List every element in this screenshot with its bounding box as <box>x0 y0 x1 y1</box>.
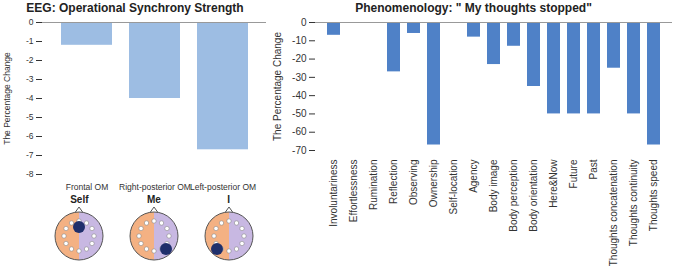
svg-text:Agency: Agency <box>468 160 479 193</box>
svg-text:-60: -60 <box>292 126 307 137</box>
html-text:Phenomenology: " My thoughts s: Phenomenology: " My thoughts stopped" <box>355 1 592 15</box>
svg-text:Body perception: Body perception <box>508 160 519 232</box>
svg-text:Right-posterior OM: Right-posterior OM <box>119 182 191 192</box>
svg-text:-4: -4 <box>26 93 34 103</box>
svg-text:Reflection: Reflection <box>388 160 399 204</box>
svg-text:0: 0 <box>29 17 34 27</box>
svg-text:-70: -70 <box>292 145 307 156</box>
svg-text:-8: -8 <box>26 169 34 179</box>
svg-text:0: 0 <box>301 17 307 28</box>
svg-text:Thoughts concatenation: Thoughts concatenation <box>608 160 619 267</box>
html-text:Me: Me <box>147 194 161 205</box>
svg-text:-50: -50 <box>292 108 307 119</box>
html-text:EEG: Operational Synchrony Str: EEG: Operational Synchrony Strength <box>26 1 244 15</box>
svg-text:-30: -30 <box>292 72 307 83</box>
svg-text:The Percentage Change: The Percentage Change <box>272 32 283 141</box>
svg-text:Ownership: Ownership <box>428 159 439 207</box>
svg-text:Involuntariness: Involuntariness <box>328 160 339 227</box>
svg-text:Observing: Observing <box>408 160 419 206</box>
svg-text:Thoughts continuity: Thoughts continuity <box>628 160 639 247</box>
svg-text:Effortlessness: Effortlessness <box>348 160 359 223</box>
svg-text:-3: -3 <box>26 74 34 84</box>
svg-text:-2: -2 <box>26 55 34 65</box>
svg-text:-7: -7 <box>26 150 34 160</box>
svg-text:Past: Past <box>588 159 599 179</box>
svg-text:-40: -40 <box>292 90 307 101</box>
svg-text:-5: -5 <box>26 112 34 122</box>
html-text:I: I <box>227 194 230 205</box>
svg-text:Thoughts speed: Thoughts speed <box>648 160 659 232</box>
html-text:Self: Self <box>70 194 89 205</box>
svg-text:Rumination: Rumination <box>368 160 379 211</box>
svg-text:-6: -6 <box>26 131 34 141</box>
svg-text:Body image: Body image <box>488 159 499 212</box>
svg-text:Self-location: Self-location <box>448 160 459 215</box>
svg-text:Body orientation: Body orientation <box>528 160 539 232</box>
svg-text:The Percentage Change: The Percentage Change <box>2 52 12 145</box>
svg-text:Left-posterior OM: Left-posterior OM <box>190 182 256 192</box>
svg-text:Frontal OM: Frontal OM <box>66 182 109 192</box>
svg-text:Here&Now: Here&Now <box>548 159 559 208</box>
svg-text:-10: -10 <box>292 35 307 46</box>
svg-text:-1: -1 <box>26 36 34 46</box>
svg-text:Future: Future <box>568 159 579 188</box>
svg-text:-20: -20 <box>292 53 307 64</box>
